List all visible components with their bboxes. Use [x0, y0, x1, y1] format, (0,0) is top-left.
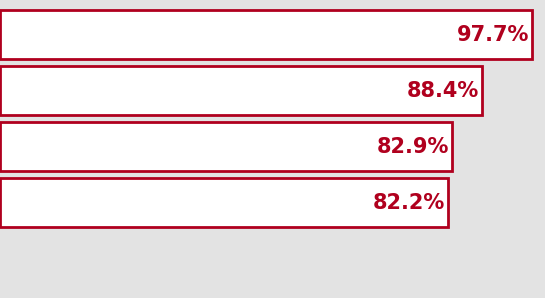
Text: 97.7%: 97.7%: [457, 25, 530, 45]
Text: 82.2%: 82.2%: [373, 193, 445, 213]
Text: 82.9%: 82.9%: [377, 137, 449, 157]
FancyBboxPatch shape: [0, 66, 482, 115]
FancyBboxPatch shape: [0, 122, 452, 171]
FancyBboxPatch shape: [0, 10, 532, 59]
Text: 88.4%: 88.4%: [407, 81, 479, 101]
FancyBboxPatch shape: [0, 178, 448, 227]
